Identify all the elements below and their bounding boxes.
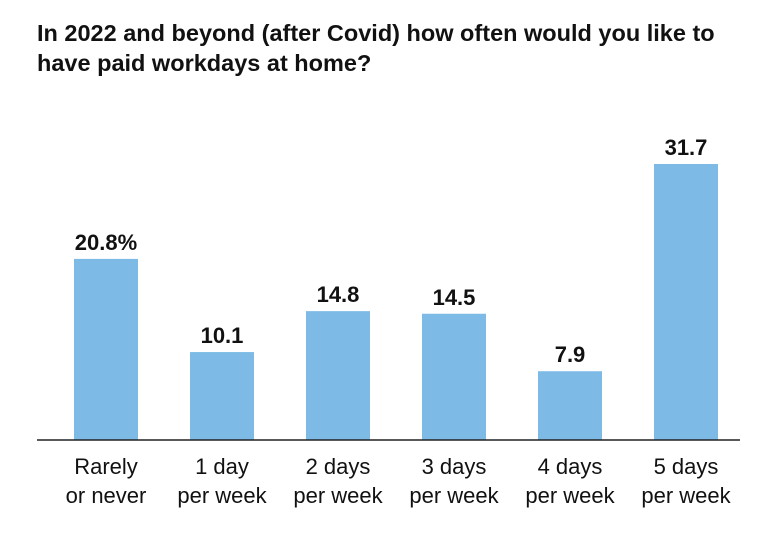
value-label: 31.7	[665, 135, 708, 160]
bar	[654, 164, 718, 440]
bar	[422, 313, 486, 440]
category-label: or never	[66, 483, 147, 508]
bar	[74, 258, 138, 440]
category-label: 1 day	[195, 454, 249, 479]
value-label: 10.1	[201, 323, 244, 348]
bars-layer	[74, 164, 718, 440]
category-label: 4 days	[538, 454, 603, 479]
category-label: per week	[525, 483, 615, 508]
bar	[538, 371, 602, 440]
value-label: 14.5	[433, 285, 476, 310]
category-label: per week	[409, 483, 499, 508]
labels-layer: 20.8% Rarely or never 10.1 1 day per week 14.8…	[66, 135, 732, 508]
bar	[190, 352, 254, 440]
value-label: 7.9	[555, 342, 586, 367]
bar	[306, 311, 370, 440]
category-label: per week	[293, 483, 383, 508]
value-label: 14.8	[317, 282, 360, 307]
category-label: 5 days	[654, 454, 719, 479]
category-label: per week	[641, 483, 731, 508]
category-label: Rarely	[74, 454, 138, 479]
category-label: per week	[177, 483, 267, 508]
chart-title: In 2022 and beyond (after Covid) how oft…	[37, 20, 715, 76]
category-label: 3 days	[422, 454, 487, 479]
value-label: 20.8%	[75, 230, 137, 255]
category-label: 2 days	[306, 454, 371, 479]
